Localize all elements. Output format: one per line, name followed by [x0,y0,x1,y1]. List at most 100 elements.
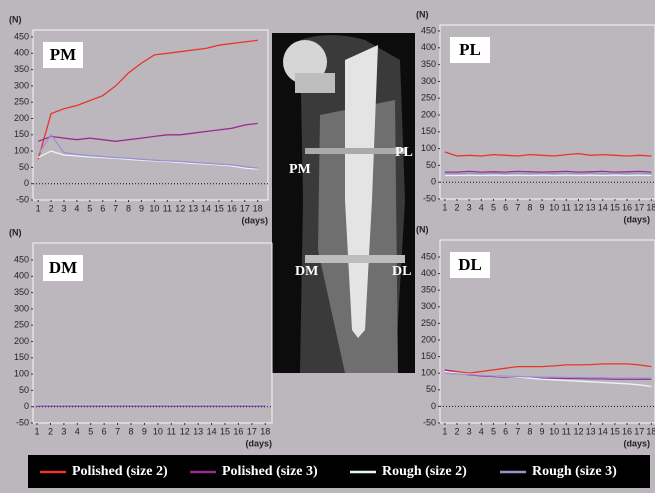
x-tick-label: 12 [175,203,185,213]
y-tick-label: -50 [16,417,29,427]
y-tick-label: 250 [14,320,29,330]
y-tick-label: 300 [421,76,436,86]
x-tick-label: 15 [610,426,620,436]
y-tick-label: 150 [421,351,436,361]
x-tick-label: 18 [253,203,263,213]
x-tick-label: 6 [100,203,105,213]
x-axis-label: (days) [623,438,650,448]
series-line [445,152,652,156]
legend-label: Rough (size 3) [532,464,617,479]
y-tick-label: 0 [24,178,29,188]
y-tick-label: 150 [14,129,29,139]
x-tick-label: 11 [163,203,172,213]
x-tick-label: 2 [48,426,53,436]
x-tick-label: 9 [540,202,545,212]
y-tick-label: 150 [14,352,29,362]
x-axis-label: (days) [245,438,272,448]
x-tick-label: 18 [646,426,655,436]
y-tick-label: 200 [421,109,436,119]
x-tick-label: 3 [467,202,472,212]
x-tick-label: 17 [634,202,644,212]
y-axis-label: (N) [416,224,429,234]
x-axis-label: (days) [241,215,268,225]
x-tick-label: 11 [167,426,176,436]
y-tick-label: 0 [24,401,29,411]
y-tick-label: 450 [421,25,436,35]
series-line [445,364,652,373]
series-line [445,171,652,172]
x-tick-label: 8 [126,203,131,213]
x-tick-label: 10 [549,202,559,212]
x-tick-label: 4 [75,426,80,436]
y-tick-label: 350 [14,287,29,297]
x-tick-label: 2 [49,203,54,213]
xray-label: DL [392,264,411,279]
y-tick-label: 400 [14,271,29,281]
x-tick-label: 18 [646,202,655,212]
y-tick-label: 100 [14,145,29,155]
x-tick-label: 4 [74,203,79,213]
x-tick-label: 17 [240,203,250,213]
x-tick-label: 10 [549,426,559,436]
x-tick-label: 2 [454,426,459,436]
y-axis-label: (N) [416,9,429,19]
y-tick-label: 150 [421,126,436,136]
x-tick-label: 12 [573,426,583,436]
x-tick-label: 2 [454,202,459,212]
y-tick-label: 0 [431,177,436,187]
y-tick-label: 100 [14,368,29,378]
y-tick-label: 300 [14,80,29,90]
x-axis-label: (days) [623,214,650,224]
x-tick-label: 8 [527,426,532,436]
x-tick-label: 7 [515,426,520,436]
x-tick-label: 1 [35,426,40,436]
x-tick-label: 9 [139,203,144,213]
x-tick-label: 7 [115,426,120,436]
x-tick-label: 13 [193,426,203,436]
y-tick-label: 50 [19,385,29,395]
y-tick-label: 300 [14,303,29,313]
legend-label: Polished (size 3) [222,464,318,479]
y-tick-label: -50 [423,417,436,427]
y-tick-label: 200 [421,334,436,344]
y-tick-label: 100 [421,143,436,153]
x-tick-label: 11 [562,426,571,436]
chart-title: PL [459,40,481,59]
y-tick-label: 350 [14,64,29,74]
y-tick-label: 450 [14,31,29,41]
x-tick-label: 10 [153,426,163,436]
x-tick-label: 13 [586,426,596,436]
y-tick-label: 200 [14,113,29,123]
figure: PM PL DM DL -500501001502002503003504004… [0,0,655,493]
x-tick-label: 16 [227,203,237,213]
x-tick-label: 9 [142,426,147,436]
legend-label: Rough (size 2) [382,464,467,479]
x-tick-label: 8 [527,202,532,212]
chart-title: DL [458,255,482,274]
x-tick-label: 7 [113,203,118,213]
page: {"chart_data":[ {"type":"line","title":"… [0,0,655,493]
x-tick-label: 1 [442,202,447,212]
x-tick-label: 1 [36,203,41,213]
x-tick-label: 3 [61,203,66,213]
y-tick-label: 400 [421,268,436,278]
y-tick-label: 250 [421,93,436,103]
series-line [38,135,258,168]
xray-label: PL [395,145,413,160]
x-tick-label: 9 [540,426,545,436]
x-tick-label: 3 [61,426,66,436]
x-tick-label: 14 [598,426,608,436]
x-tick-label: 11 [562,202,571,212]
y-tick-label: 50 [426,384,436,394]
y-tick-label: 250 [14,97,29,107]
series-line [38,123,258,141]
xray: PM PL DM DL [272,33,415,373]
x-tick-label: 14 [598,202,608,212]
x-tick-label: 6 [102,426,107,436]
x-tick-label: 17 [634,426,644,436]
x-tick-label: 14 [207,426,217,436]
xray-label: DM [295,264,318,279]
x-tick-label: 5 [87,203,92,213]
x-tick-label: 10 [149,203,159,213]
y-tick-label: 350 [421,285,436,295]
